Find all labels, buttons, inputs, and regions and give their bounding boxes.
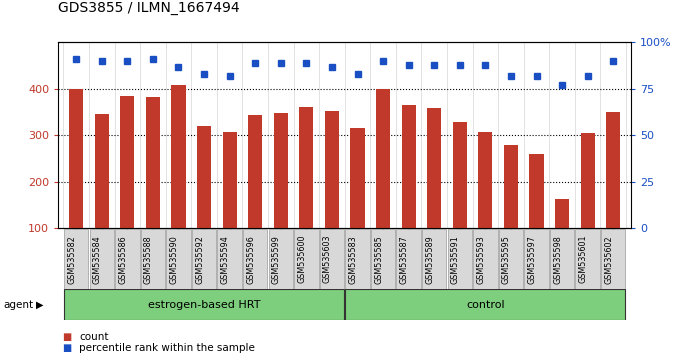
- Text: GSM535597: GSM535597: [528, 235, 536, 284]
- Text: GSM535589: GSM535589: [425, 235, 434, 284]
- Bar: [325, 111, 339, 228]
- Text: control: control: [466, 300, 505, 310]
- Text: GSM535583: GSM535583: [348, 235, 357, 284]
- Bar: [64, 289, 344, 320]
- Text: ■: ■: [62, 332, 71, 342]
- Text: GSM535586: GSM535586: [119, 235, 128, 284]
- Bar: [192, 229, 216, 289]
- Bar: [294, 229, 318, 289]
- Bar: [243, 229, 268, 289]
- Bar: [606, 112, 620, 228]
- Bar: [120, 96, 134, 228]
- Bar: [397, 229, 421, 289]
- Bar: [95, 114, 109, 228]
- Bar: [345, 229, 370, 289]
- Text: GSM535588: GSM535588: [144, 235, 153, 284]
- Text: GSM535598: GSM535598: [553, 235, 562, 284]
- Text: ■: ■: [62, 343, 71, 353]
- Text: GSM535592: GSM535592: [195, 235, 204, 284]
- Text: count: count: [79, 332, 108, 342]
- Bar: [223, 132, 237, 228]
- Bar: [172, 85, 185, 228]
- Bar: [555, 199, 569, 228]
- Bar: [146, 97, 160, 228]
- Bar: [166, 229, 191, 289]
- Bar: [524, 229, 549, 289]
- Text: GSM535601: GSM535601: [579, 235, 588, 284]
- Text: GSM535600: GSM535600: [297, 235, 307, 284]
- Text: GSM535591: GSM535591: [451, 235, 460, 284]
- Bar: [504, 145, 518, 228]
- Bar: [473, 229, 497, 289]
- Bar: [217, 229, 242, 289]
- Bar: [320, 229, 344, 289]
- Text: estrogen-based HRT: estrogen-based HRT: [147, 300, 260, 310]
- Text: GSM535587: GSM535587: [400, 235, 409, 284]
- Bar: [345, 289, 626, 320]
- Bar: [69, 89, 83, 228]
- Bar: [299, 107, 314, 228]
- Bar: [141, 229, 165, 289]
- Bar: [422, 229, 447, 289]
- Bar: [549, 229, 574, 289]
- Text: GSM535603: GSM535603: [323, 235, 332, 284]
- Text: agent: agent: [3, 300, 34, 310]
- Bar: [64, 229, 88, 289]
- Bar: [576, 229, 600, 289]
- Bar: [376, 89, 390, 228]
- Bar: [478, 132, 493, 228]
- Text: GSM535585: GSM535585: [374, 235, 383, 284]
- Bar: [530, 154, 543, 228]
- Bar: [499, 229, 523, 289]
- Text: GSM535593: GSM535593: [476, 235, 486, 284]
- Text: ▶: ▶: [36, 300, 43, 310]
- Bar: [197, 126, 211, 228]
- Bar: [351, 127, 364, 228]
- Text: percentile rank within the sample: percentile rank within the sample: [79, 343, 255, 353]
- Text: GDS3855 / ILMN_1667494: GDS3855 / ILMN_1667494: [58, 1, 240, 15]
- Text: GSM535590: GSM535590: [169, 235, 178, 284]
- Bar: [601, 229, 626, 289]
- Bar: [248, 115, 262, 228]
- Bar: [89, 229, 114, 289]
- Bar: [115, 229, 140, 289]
- Text: GSM535582: GSM535582: [67, 235, 76, 284]
- Bar: [401, 105, 416, 228]
- Text: GSM535584: GSM535584: [93, 235, 102, 284]
- Bar: [274, 113, 288, 228]
- Bar: [453, 122, 466, 228]
- Text: GSM535602: GSM535602: [604, 235, 613, 284]
- Text: GSM535595: GSM535595: [502, 235, 511, 284]
- Text: GSM535599: GSM535599: [272, 235, 281, 284]
- Text: GSM535596: GSM535596: [246, 235, 255, 284]
- Bar: [580, 133, 595, 228]
- Text: GSM535594: GSM535594: [221, 235, 230, 284]
- Bar: [268, 229, 293, 289]
- Bar: [447, 229, 472, 289]
- Bar: [371, 229, 395, 289]
- Bar: [427, 108, 441, 228]
